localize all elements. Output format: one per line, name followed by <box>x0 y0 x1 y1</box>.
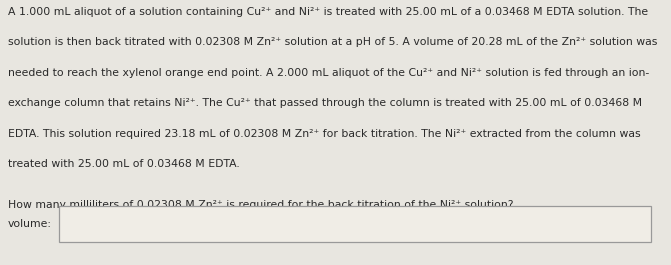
Text: mL.: mL. <box>632 219 652 229</box>
Text: needed to reach the xylenol orange end point. A 2.000 mL aliquot of the Cu²⁺ and: needed to reach the xylenol orange end p… <box>8 68 650 78</box>
Text: How many milliliters of 0.02308 M Zn²⁺ is required for the back titration of the: How many milliliters of 0.02308 M Zn²⁺ i… <box>8 200 513 210</box>
Text: treated with 25.00 mL of 0.03468 M EDTA.: treated with 25.00 mL of 0.03468 M EDTA. <box>8 159 240 169</box>
Text: A 1.000 mL aliquot of a solution containing Cu²⁺ and Ni²⁺ is treated with 25.00 : A 1.000 mL aliquot of a solution contain… <box>8 7 648 17</box>
Text: exchange column that retains Ni²⁺. The Cu²⁺ that passed through the column is tr: exchange column that retains Ni²⁺. The C… <box>8 98 642 108</box>
FancyBboxPatch shape <box>59 206 651 242</box>
Text: EDTA. This solution required 23.18 mL of 0.02308 M Zn²⁺ for back titration. The : EDTA. This solution required 23.18 mL of… <box>8 129 641 139</box>
Text: solution is then back titrated with 0.02308 M Zn²⁺ solution at a pH of 5. A volu: solution is then back titrated with 0.02… <box>8 37 658 47</box>
Text: volume:: volume: <box>8 219 52 229</box>
